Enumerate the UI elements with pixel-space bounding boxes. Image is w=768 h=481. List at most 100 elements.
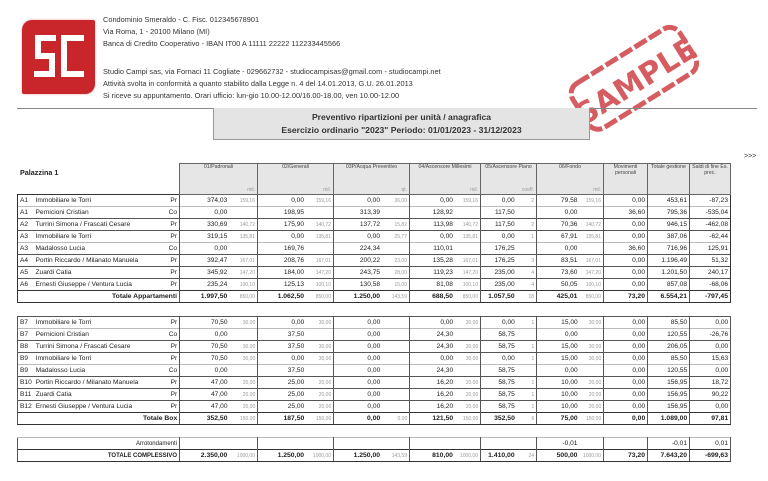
cell-tot: 857,08 [647, 278, 690, 291]
column-header: 05/Ascensore Piano coeff. [480, 163, 537, 195]
amount: 0,00 [291, 319, 305, 326]
cell-col-4: 128,92 [409, 206, 481, 219]
cell-col-4: 0,00 159,16 [409, 194, 481, 207]
cell-col-5: 1.410,00 24 [480, 449, 537, 462]
quota: 20,00 [318, 380, 332, 386]
amount: 0,00 [214, 367, 228, 374]
cell-tot: -0,01 [647, 437, 690, 450]
amount: 243,75 [359, 269, 381, 276]
cell-col-5 [480, 437, 537, 450]
column-header: Totale gestione [647, 163, 690, 195]
quota: 150,00 [585, 416, 602, 422]
cell-saldo: 97,81 [689, 412, 732, 425]
quota: 30,00 [242, 356, 256, 362]
cell-col-3: 0,00 25,77 [333, 230, 410, 243]
amount: 47,00 [210, 379, 228, 386]
amount: 0,00 [214, 209, 228, 216]
amount: 15,00 [561, 343, 578, 350]
column-label: 04/Ascensore Millesimi [418, 164, 472, 171]
column-unit: mil. [470, 187, 478, 193]
quota: 167,01 [315, 258, 331, 264]
grand-total-row-label: TOTALE COMPLESSIVO [17, 449, 180, 462]
amount: 58,75 [498, 367, 515, 374]
owner-name: Zuardi Catia [33, 388, 163, 401]
amount: 1.250,00 [353, 452, 381, 459]
amount: 810,00 [432, 452, 453, 459]
quota: 25,77 [394, 234, 407, 240]
owner-name: Portin Riccardo / Milanato Manuela [33, 254, 163, 267]
amount: 0,00 [501, 197, 515, 204]
amount: 0,00 [367, 403, 381, 410]
column-unit: mil. [593, 187, 601, 193]
cell-mov: 0,00 [603, 388, 649, 401]
amount: 121,50 [432, 415, 454, 422]
quota: 147,20 [462, 270, 478, 276]
amount: -0,01 [562, 440, 578, 447]
total-row: Totale Appartamenti 1.997,50 850,00 1.062,5… [17, 290, 731, 303]
amount: 37,50 [287, 343, 305, 350]
cell-col-5: 58,75 [480, 328, 538, 341]
amount: 128,92 [432, 209, 453, 216]
amount: 425,01 [556, 293, 578, 300]
owner-name: Immobiliare le Torri [33, 352, 163, 365]
cell-col-2: 175,90 140,72 [257, 218, 334, 231]
section-label: Palazzina 1 [19, 168, 60, 177]
quota: 135,81 [239, 234, 255, 240]
cell-col-2: 37,50 [257, 328, 335, 341]
column-label: Totale gestione [651, 164, 686, 171]
amount: 16,20 [436, 379, 454, 386]
cell-col-4 [409, 437, 481, 450]
amount: 10,00 [561, 391, 578, 398]
cell-col-4: 121,50 150,00 [409, 412, 482, 425]
amount: 70,50 [210, 319, 228, 326]
quota: 20,00 [465, 392, 479, 398]
amount: 16,20 [436, 391, 454, 398]
amount: 25,00 [287, 391, 305, 398]
quota: 167,01 [462, 258, 478, 264]
amount: 1.250,00 [353, 293, 381, 300]
table-row: A1 Immobiliare le Torri Pr 374,03 159,16 0,00… [17, 194, 731, 207]
quota: 135,81 [585, 234, 601, 240]
column-label: 05/Ascensore Piano [485, 164, 532, 171]
quota: 140,72 [239, 222, 255, 228]
unit-code: B7 [16, 316, 34, 329]
cell-col-1: 0,00 [179, 206, 258, 219]
amount: 0,00 [564, 367, 578, 374]
cell-col-5: 0,00 1 [480, 352, 538, 365]
cell-saldo: -797,45 [689, 290, 731, 303]
amount: 0,00 [564, 209, 578, 216]
amount: 15,00 [561, 319, 578, 326]
owner-type: Pr [162, 388, 181, 401]
sample-stamp: SAMPLE [568, 24, 703, 133]
amount: 169,76 [283, 245, 305, 252]
cell-col-3: 1.250,00 143,59 [333, 290, 410, 303]
amount: 0,00 [367, 233, 381, 240]
quota: 1 [531, 234, 534, 240]
cell-col-5: 0,00 2 [480, 194, 537, 207]
owner-type: Pr [162, 376, 181, 389]
cell-col-5: 0,00 1 [480, 316, 538, 329]
condominium-name: Condominio Smeraldo - C. Fisc. 012345678… [103, 15, 260, 24]
cell-col-2: 125,13 100,10 [257, 278, 334, 291]
quota: 30,00 [588, 320, 602, 326]
amount: 500,00 [556, 452, 578, 459]
unit-code: B9 [16, 364, 34, 377]
column-header: 04/Ascensore Millesimi mil. [409, 163, 481, 195]
condominium-address: Via Roma, 1 - 20100 Milano (MI) [103, 27, 210, 37]
amount: 352,50 [206, 415, 228, 422]
cell-mov: 0,00 [603, 412, 649, 425]
studio-logo [22, 20, 95, 94]
cell-col-6: 0,00 [536, 206, 604, 219]
cell-saldo: -699,63 [689, 449, 731, 462]
owner-name: Immobiliare le Torri [33, 230, 163, 243]
cell-col-6: 50,05 100,10 [536, 278, 604, 291]
amount: 0,00 [367, 319, 381, 326]
quota: 20,00 [318, 404, 332, 410]
cell-col-2 [257, 437, 334, 450]
quota: 159,16 [585, 198, 601, 204]
owner-type: Co [162, 206, 180, 219]
amount: 67,91 [560, 233, 578, 240]
next-page-link[interactable]: >>> [744, 153, 757, 160]
cell-col-2: 0,00 135,81 [257, 230, 334, 243]
cell-tot: 120,55 [647, 328, 691, 341]
